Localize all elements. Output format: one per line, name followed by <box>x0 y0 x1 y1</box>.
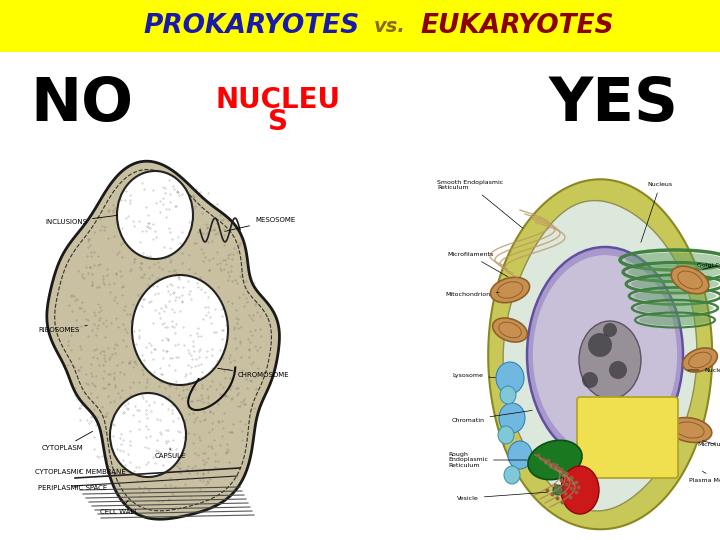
Text: NO: NO <box>30 76 134 134</box>
Ellipse shape <box>504 466 520 484</box>
Ellipse shape <box>628 265 720 279</box>
Ellipse shape <box>631 277 719 291</box>
Text: Nucleus: Nucleus <box>641 183 672 242</box>
Ellipse shape <box>117 171 193 259</box>
Polygon shape <box>488 179 712 529</box>
Text: Nucleolus: Nucleolus <box>688 368 720 373</box>
Text: Vesicle: Vesicle <box>457 492 547 501</box>
Polygon shape <box>47 161 279 519</box>
Ellipse shape <box>579 321 641 399</box>
Text: vs.: vs. <box>374 17 406 36</box>
Ellipse shape <box>492 318 527 342</box>
Ellipse shape <box>508 441 532 469</box>
Text: S: S <box>268 108 288 136</box>
Ellipse shape <box>683 348 717 372</box>
Ellipse shape <box>588 333 612 357</box>
Ellipse shape <box>499 403 525 433</box>
Text: CYTOPLASMIC MEMBRANE: CYTOPLASMIC MEMBRANE <box>35 469 126 475</box>
FancyBboxPatch shape <box>0 0 720 52</box>
Text: CELL WALL: CELL WALL <box>100 500 138 515</box>
Ellipse shape <box>671 266 708 294</box>
Text: Chromatin: Chromatin <box>451 410 532 422</box>
Ellipse shape <box>500 386 516 404</box>
Text: YES: YES <box>549 76 679 134</box>
Ellipse shape <box>498 426 514 444</box>
Text: MESOSOME: MESOSOME <box>225 217 295 231</box>
Ellipse shape <box>668 417 712 442</box>
Ellipse shape <box>609 361 627 379</box>
Text: INCLUSIONS: INCLUSIONS <box>45 215 117 225</box>
Polygon shape <box>503 200 697 511</box>
Text: CHROMOSOME: CHROMOSOME <box>217 368 289 378</box>
Ellipse shape <box>582 372 598 388</box>
Text: Mitochondrion: Mitochondrion <box>446 292 499 298</box>
Text: CYTOPLASM: CYTOPLASM <box>42 431 93 451</box>
Ellipse shape <box>626 253 720 267</box>
Ellipse shape <box>634 289 716 302</box>
Ellipse shape <box>132 275 228 385</box>
Ellipse shape <box>110 393 186 477</box>
Text: RIBOSOMES: RIBOSOMES <box>38 326 87 333</box>
FancyBboxPatch shape <box>577 397 678 478</box>
Text: Plasma Membrane: Plasma Membrane <box>689 471 720 483</box>
Text: PROKARYOTES: PROKARYOTES <box>144 13 360 39</box>
Ellipse shape <box>496 362 524 394</box>
Text: Lysosome: Lysosome <box>453 373 495 377</box>
Text: CAPSULE: CAPSULE <box>155 448 186 459</box>
Ellipse shape <box>603 323 617 337</box>
Text: EUKARYOTES: EUKARYOTES <box>420 13 613 39</box>
Text: Golgi Complex: Golgi Complex <box>697 262 720 269</box>
Ellipse shape <box>528 440 582 480</box>
Text: Smooth Endoplasmic
Reticulum: Smooth Endoplasmic Reticulum <box>437 180 523 228</box>
Ellipse shape <box>533 255 677 455</box>
Ellipse shape <box>636 302 714 314</box>
Text: Microtubules: Microtubules <box>698 441 720 448</box>
Text: Rough
Endoplasmic
Reticulum: Rough Endoplasmic Reticulum <box>448 451 527 468</box>
Ellipse shape <box>490 278 530 303</box>
Text: Microfilaments: Microfilaments <box>447 253 508 276</box>
Ellipse shape <box>639 314 711 326</box>
Ellipse shape <box>527 247 683 463</box>
Ellipse shape <box>553 485 563 495</box>
Text: PERIPLASMIC SPACE: PERIPLASMIC SPACE <box>38 485 107 491</box>
Ellipse shape <box>561 466 599 514</box>
Text: NUCLEU: NUCLEU <box>215 86 341 114</box>
